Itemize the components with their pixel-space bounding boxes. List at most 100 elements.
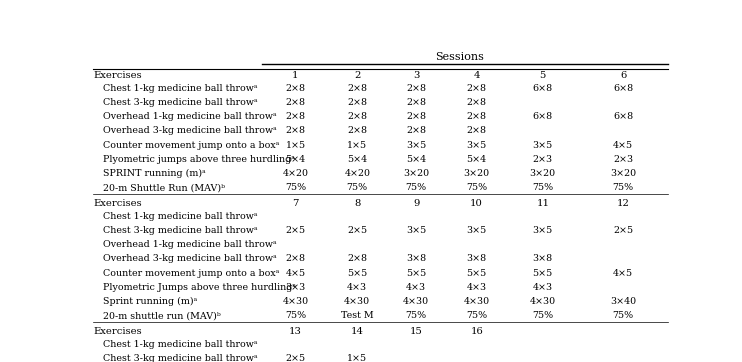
Text: Plyometric jumps above three hurdlingᵃ: Plyometric jumps above three hurdlingᵃ xyxy=(97,155,295,164)
Text: 2×8: 2×8 xyxy=(347,126,367,135)
Text: 14: 14 xyxy=(351,327,364,336)
Text: 2: 2 xyxy=(354,71,361,80)
Text: 3×8: 3×8 xyxy=(533,254,553,264)
Text: 20-m Shuttle Run (MAV)ᵇ: 20-m Shuttle Run (MAV)ᵇ xyxy=(97,183,226,192)
Text: 1×5: 1×5 xyxy=(286,141,306,150)
Text: 5: 5 xyxy=(539,71,546,80)
Text: 5×4: 5×4 xyxy=(467,155,487,164)
Text: 3×3: 3×3 xyxy=(286,283,306,292)
Text: Overhead 3-kg medicine ball throwᵃ: Overhead 3-kg medicine ball throwᵃ xyxy=(97,254,277,264)
Text: 1×5: 1×5 xyxy=(347,354,367,362)
Text: 3×5: 3×5 xyxy=(406,226,427,235)
Text: 2×8: 2×8 xyxy=(347,84,367,93)
Text: 75%: 75% xyxy=(532,183,554,192)
Text: 3: 3 xyxy=(413,71,419,80)
Text: 3×8: 3×8 xyxy=(406,254,426,264)
Text: 6×8: 6×8 xyxy=(613,84,633,93)
Text: 13: 13 xyxy=(289,327,302,336)
Text: 6×8: 6×8 xyxy=(613,112,633,121)
Text: 4×20: 4×20 xyxy=(283,169,309,178)
Text: 3×20: 3×20 xyxy=(610,169,637,178)
Text: 2×8: 2×8 xyxy=(286,84,306,93)
Text: 2×8: 2×8 xyxy=(406,84,426,93)
Text: 4×5: 4×5 xyxy=(613,269,633,278)
Text: 2×8: 2×8 xyxy=(467,98,487,107)
Text: 2×5: 2×5 xyxy=(286,354,306,362)
Text: 9: 9 xyxy=(413,199,419,208)
Text: 75%: 75% xyxy=(285,183,306,192)
Text: 5×4: 5×4 xyxy=(406,155,426,164)
Text: 3×20: 3×20 xyxy=(403,169,430,178)
Text: 5×4: 5×4 xyxy=(286,155,306,164)
Text: 75%: 75% xyxy=(613,311,634,320)
Text: 2×3: 2×3 xyxy=(613,155,633,164)
Text: 4×30: 4×30 xyxy=(464,297,490,306)
Text: 3×5: 3×5 xyxy=(467,226,487,235)
Text: 4×5: 4×5 xyxy=(286,269,306,278)
Text: Chest 1-kg medicine ball throwᵃ: Chest 1-kg medicine ball throwᵃ xyxy=(97,212,258,221)
Text: 2×8: 2×8 xyxy=(406,98,426,107)
Text: 4×30: 4×30 xyxy=(403,297,430,306)
Text: 75%: 75% xyxy=(532,311,554,320)
Text: 6: 6 xyxy=(620,71,626,80)
Text: Counter movement jump onto a boxᵃ: Counter movement jump onto a boxᵃ xyxy=(97,141,280,150)
Text: 15: 15 xyxy=(410,327,423,336)
Text: 3×20: 3×20 xyxy=(464,169,490,178)
Text: Sessions: Sessions xyxy=(435,52,484,62)
Text: 2×8: 2×8 xyxy=(347,254,367,264)
Text: Chest 1-kg medicine ball throwᵃ: Chest 1-kg medicine ball throwᵃ xyxy=(97,340,258,349)
Text: 3×5: 3×5 xyxy=(467,141,487,150)
Text: 3×20: 3×20 xyxy=(530,169,556,178)
Text: 1×5: 1×5 xyxy=(347,141,367,150)
Text: Chest 3-kg medicine ball throwᵃ: Chest 3-kg medicine ball throwᵃ xyxy=(97,226,258,235)
Text: 16: 16 xyxy=(470,327,483,336)
Text: 2×5: 2×5 xyxy=(286,226,306,235)
Text: 5×4: 5×4 xyxy=(347,155,367,164)
Text: 5×5: 5×5 xyxy=(406,269,427,278)
Text: 2×5: 2×5 xyxy=(613,226,633,235)
Text: 2×8: 2×8 xyxy=(406,126,426,135)
Text: 4×30: 4×30 xyxy=(283,297,309,306)
Text: Test M: Test M xyxy=(341,311,373,320)
Text: 2×8: 2×8 xyxy=(347,112,367,121)
Text: Plyometric Jumps above three hurdlingᵃ: Plyometric Jumps above three hurdlingᵃ xyxy=(97,283,296,292)
Text: 3×8: 3×8 xyxy=(467,254,487,264)
Text: 75%: 75% xyxy=(466,311,487,320)
Text: 2×8: 2×8 xyxy=(286,126,306,135)
Text: 11: 11 xyxy=(536,199,549,208)
Text: 2×8: 2×8 xyxy=(286,254,306,264)
Text: 1: 1 xyxy=(292,71,299,80)
Text: 75%: 75% xyxy=(347,183,368,192)
Text: 12: 12 xyxy=(617,199,630,208)
Text: 5×5: 5×5 xyxy=(467,269,487,278)
Text: 5×5: 5×5 xyxy=(533,269,553,278)
Text: 75%: 75% xyxy=(613,183,634,192)
Text: Chest 3-kg medicine ball throwᵃ: Chest 3-kg medicine ball throwᵃ xyxy=(97,354,258,362)
Text: Chest 1-kg medicine ball throwᵃ: Chest 1-kg medicine ball throwᵃ xyxy=(97,84,258,93)
Text: SPRINT running (m)ᵃ: SPRINT running (m)ᵃ xyxy=(97,169,206,178)
Text: 3×40: 3×40 xyxy=(610,297,637,306)
Text: 6×8: 6×8 xyxy=(533,84,553,93)
Text: Overhead 1-kg medicine ball throwᵃ: Overhead 1-kg medicine ball throwᵃ xyxy=(97,240,277,249)
Text: 2×8: 2×8 xyxy=(467,84,487,93)
Text: 4×20: 4×20 xyxy=(344,169,370,178)
Text: 75%: 75% xyxy=(466,183,487,192)
Text: 2×8: 2×8 xyxy=(406,112,426,121)
Text: 2×5: 2×5 xyxy=(347,226,367,235)
Text: 75%: 75% xyxy=(285,311,306,320)
Text: 5×5: 5×5 xyxy=(347,269,367,278)
Text: 4×30: 4×30 xyxy=(530,297,556,306)
Text: Exercises: Exercises xyxy=(94,327,142,336)
Text: Sprint running (m)ᵃ: Sprint running (m)ᵃ xyxy=(97,297,197,306)
Text: 8: 8 xyxy=(354,199,361,208)
Text: 20-m shuttle run (MAV)ᵇ: 20-m shuttle run (MAV)ᵇ xyxy=(97,311,221,320)
Text: 7: 7 xyxy=(292,199,298,208)
Text: 4×30: 4×30 xyxy=(344,297,370,306)
Text: 75%: 75% xyxy=(406,183,427,192)
Text: 4: 4 xyxy=(473,71,480,80)
Text: 10: 10 xyxy=(470,199,483,208)
Text: 4×5: 4×5 xyxy=(613,141,633,150)
Text: 6×8: 6×8 xyxy=(533,112,553,121)
Text: 2×3: 2×3 xyxy=(533,155,553,164)
Text: 3×5: 3×5 xyxy=(533,226,553,235)
